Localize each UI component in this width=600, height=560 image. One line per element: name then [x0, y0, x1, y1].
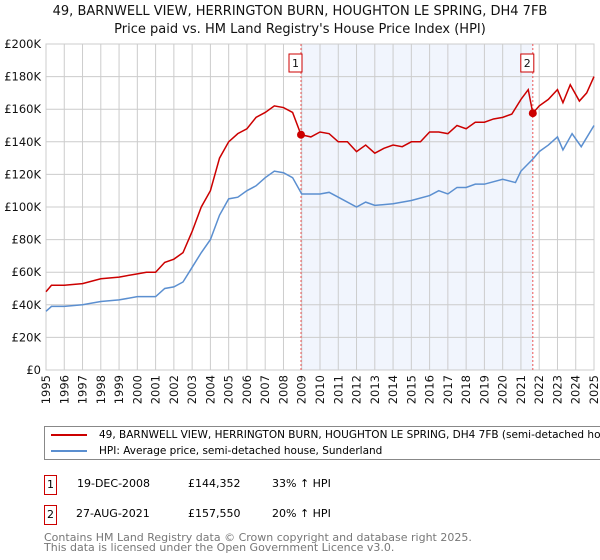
x-tick-label: 1995	[39, 375, 53, 404]
x-tick-label: 2012	[350, 375, 364, 404]
x-tick-label: 2007	[258, 375, 272, 404]
x-tick-label: 2010	[313, 375, 327, 404]
x-tick-label: 2018	[459, 375, 473, 404]
x-tick-label: 2015	[404, 375, 418, 404]
y-tick-label: £200K	[4, 37, 41, 51]
sale-price: £144,352	[188, 477, 241, 490]
y-tick-label: £40K	[12, 298, 42, 312]
legend-hpi: HPI: Average price, semi-detached house,…	[99, 445, 383, 457]
footer-copyright: Contains HM Land Registry data © Crown c…	[44, 531, 472, 544]
x-tick-label: 2019	[477, 375, 491, 404]
y-tick-label: £180K	[4, 70, 41, 84]
x-tick-label: 2008	[276, 375, 290, 404]
y-tick-label: £60K	[12, 265, 42, 279]
x-tick-label: 1999	[112, 375, 126, 404]
legend-property: 49, BARNWELL VIEW, HERRINGTON BURN, HOUG…	[99, 429, 600, 441]
hpi-line	[45, 125, 595, 312]
x-tick-label: 2006	[240, 375, 254, 404]
sale-point	[528, 109, 537, 118]
y-tick-label: £160K	[4, 102, 41, 116]
x-tick-label: 2021	[514, 375, 528, 404]
y-tick-label: £20K	[12, 330, 42, 344]
sale-hpi: 20% ↑ HPI	[272, 507, 331, 520]
legend-blue-line	[51, 450, 87, 452]
x-tick-label: 2005	[222, 375, 236, 404]
x-tick-label: 2003	[185, 375, 199, 404]
chart-title: 49, BARNWELL VIEW, HERRINGTON BURN, HOUG…	[52, 4, 548, 19]
footer-licence: This data is licensed under the Open Gov…	[44, 541, 395, 554]
legend-red-line	[51, 434, 87, 436]
x-tick-label: 2017	[441, 375, 455, 404]
x-tick-label: 2004	[203, 375, 217, 404]
x-tick-label: 1998	[94, 375, 108, 404]
sale-hpi: 33% ↑ HPI	[272, 477, 331, 490]
y-tick-label: £80K	[12, 233, 42, 247]
price-chart: £0 £20K £40K £60K £80K £100K £120K £140K £160K £1…	[4, 37, 600, 404]
property-price-line	[45, 76, 595, 293]
x-tick-label: 2022	[532, 375, 546, 404]
x-tick-label: 2025	[587, 375, 600, 404]
sale-date: 19-DEC-2008	[77, 477, 151, 490]
x-tick-label: 2016	[423, 375, 437, 404]
sale-badge: 2	[44, 505, 57, 525]
x-tick-label: 2020	[496, 375, 510, 404]
legend: 49, BARNWELL VIEW, HERRINGTON BURN, HOUG…	[44, 426, 600, 460]
sale-badge: 1	[44, 475, 57, 495]
y-tick-label: £100K	[4, 200, 41, 214]
x-tick-label: 1997	[76, 375, 90, 404]
x-tick-label: 2011	[331, 375, 345, 404]
sale-date: 27-AUG-2021	[76, 507, 150, 520]
y-tick-label: £120K	[4, 167, 41, 181]
sale-marker-label: 1	[292, 57, 299, 70]
sale-marker-box	[520, 53, 535, 73]
x-tick-label: 2013	[368, 375, 382, 404]
x-tick-label: 2002	[167, 375, 181, 404]
x-tick-label: 2009	[295, 375, 309, 404]
x-tick-label: 1996	[57, 375, 71, 404]
sale-point	[297, 130, 306, 139]
sale-marker-box	[288, 53, 303, 73]
chart-subtitle: Price paid vs. HM Land Registry's House …	[114, 22, 486, 37]
x-tick-label: 2023	[550, 375, 564, 404]
sale-price: £157,550	[188, 507, 241, 520]
x-tick-label: 2024	[569, 375, 583, 404]
y-tick-label: £140K	[4, 135, 41, 149]
y-tick-label: £0	[26, 363, 41, 377]
x-tick-label: 2001	[149, 375, 163, 404]
sale-marker-label: 2	[524, 57, 531, 70]
x-tick-label: 2014	[386, 375, 400, 404]
plot-border	[45, 43, 595, 371]
x-tick-label: 2000	[130, 375, 144, 404]
